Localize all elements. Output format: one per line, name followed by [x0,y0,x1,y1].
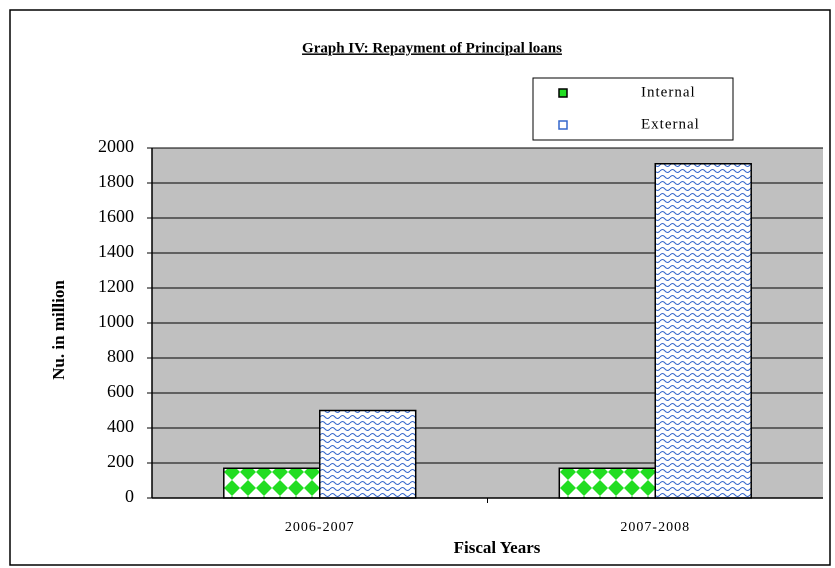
y-tick-label: 2000 [98,136,134,156]
y-axis-label: Nu. in million [49,280,68,380]
legend-box [532,77,734,141]
y-tick-label: 600 [107,381,134,401]
y-tick-label: 0 [125,486,134,506]
y-tick-label: 1800 [98,171,134,191]
y-tick-label: 1200 [98,276,134,296]
y-tick-label: 1600 [98,206,134,226]
legend-label: Internal [641,84,696,100]
y-tick-label: 200 [107,451,134,471]
y-tick-label: 1400 [98,241,134,261]
x-axis-label: Fiscal Years [454,538,541,557]
bar [558,467,656,499]
legend-label: External [641,116,700,132]
chart-title: Graph IV: Repayment of Principal loans [302,40,562,56]
bar [223,467,321,499]
x-tick-label: 2006-2007 [285,520,355,535]
legend-marker [558,88,568,98]
y-tick-label: 800 [107,346,134,366]
y-tick-label: 400 [107,416,134,436]
bar [654,163,752,499]
x-tick-label: 2007-2008 [620,520,690,535]
legend-marker [558,120,568,130]
y-tick-label: 1000 [98,311,134,331]
bar [319,409,417,499]
